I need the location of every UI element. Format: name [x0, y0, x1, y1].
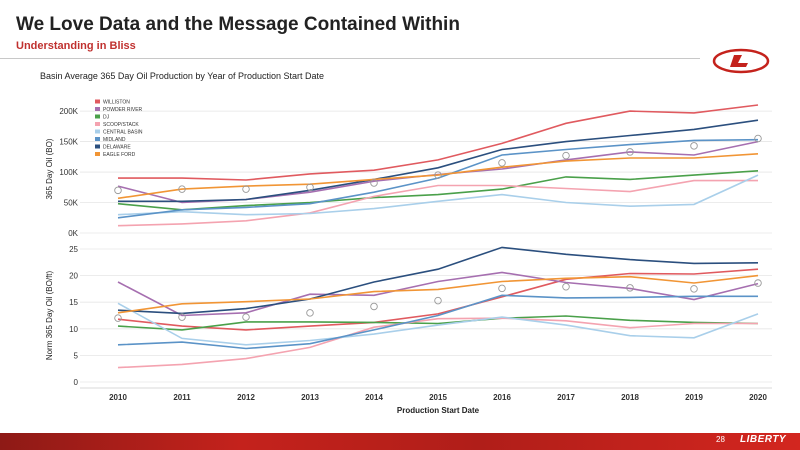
series-line-powder-river	[117, 271, 759, 317]
x-tick-label: 2016	[493, 393, 511, 402]
legend-swatch	[95, 144, 100, 149]
header-divider	[0, 58, 700, 59]
series-line-scoop-stack	[117, 317, 758, 369]
series-line-williston	[118, 104, 759, 181]
legend-swatch	[95, 99, 100, 104]
average-marker	[306, 309, 314, 317]
legend-swatch	[95, 107, 100, 111]
average-marker	[754, 134, 762, 143]
legend-entry: SCOOP/STACK	[103, 122, 139, 128]
x-tick-label: 2019	[685, 393, 703, 402]
y-tick-label: 25	[69, 245, 78, 254]
y-axis-label: Norm 365 Day Oil (BO/ft)	[45, 270, 54, 360]
series-line-eagle-ford	[117, 153, 759, 200]
series-line-midland	[117, 294, 758, 350]
series-line-dj	[117, 315, 759, 331]
average-marker	[690, 285, 698, 293]
slide-subtitle: Understanding in Bliss	[16, 40, 136, 52]
legend-swatch	[95, 129, 100, 134]
average-marker	[562, 283, 570, 291]
legend-swatch	[95, 114, 100, 119]
series-line-eagle-ford	[117, 274, 759, 314]
average-marker	[498, 284, 506, 293]
legend-swatch	[95, 137, 100, 141]
y-tick-label: 100K	[59, 168, 78, 177]
legend-swatch	[95, 122, 100, 126]
page-number: 28	[716, 435, 725, 444]
y-tick-label: 50K	[64, 199, 79, 208]
x-tick-label: 2018	[621, 393, 639, 402]
footer-brand: LIBERTY	[740, 434, 787, 445]
y-tick-label: 0K	[68, 229, 78, 238]
x-tick-label: 2012	[237, 393, 255, 402]
series-line-scoop-stack	[117, 179, 758, 227]
chart-title: Basin Average 365 Day Oil Production by …	[40, 71, 324, 81]
average-marker	[242, 185, 250, 193]
x-axis-label: Production Start Date	[397, 406, 480, 415]
average-marker	[114, 186, 122, 195]
legend-swatch	[95, 152, 100, 156]
legend-entry: MIDLAND	[103, 137, 126, 143]
average-marker	[178, 313, 186, 321]
average-marker	[562, 151, 570, 160]
footer-bar: 28 LIBERTY	[0, 433, 800, 450]
average-marker	[690, 142, 698, 150]
legend-entry: CENTRAL BASIN	[103, 130, 143, 136]
y-tick-label: 20	[69, 272, 78, 281]
average-marker	[434, 171, 442, 179]
series-line-delaware	[117, 246, 759, 315]
y-tick-label: 10	[69, 325, 78, 334]
liberty-logo-icon	[712, 48, 770, 74]
y-axis-label: 365 Day Oil (BO)	[45, 138, 54, 199]
average-marker	[434, 296, 442, 305]
y-tick-label: 150K	[59, 138, 78, 147]
series-line-central-basin	[117, 174, 759, 216]
average-marker	[306, 183, 314, 192]
average-marker	[370, 302, 378, 311]
average-marker	[626, 148, 634, 156]
average-marker	[178, 185, 186, 193]
y-tick-label: 200K	[59, 107, 78, 116]
legend-entry: EAGLE FORD	[103, 152, 136, 158]
legend-entry: DJ	[103, 115, 110, 121]
series-line-delaware	[118, 119, 759, 203]
average-marker	[114, 314, 122, 322]
x-tick-label: 2011	[173, 393, 191, 402]
y-tick-label: 0	[74, 378, 79, 387]
average-marker	[242, 313, 250, 321]
x-tick-label: 2014	[365, 393, 383, 402]
x-tick-label: 2017	[557, 393, 575, 402]
y-tick-label: 15	[69, 298, 78, 307]
slide-title: We Love Data and the Message Contained W…	[16, 14, 460, 35]
x-tick-label: 2015	[429, 393, 447, 402]
x-tick-label: 2020	[749, 393, 767, 402]
y-tick-label: 5	[74, 351, 79, 360]
chart-area: Basin Average 365 Day Oil Production by …	[40, 71, 772, 415]
legend-entry: DELAWARE	[103, 145, 131, 151]
series-line-dj	[117, 170, 759, 211]
x-tick-label: 2010	[109, 393, 127, 402]
average-marker	[370, 179, 378, 187]
average-marker	[498, 159, 506, 167]
average-marker	[626, 284, 634, 292]
legend-entry: WILLISTON	[103, 100, 130, 106]
series-line-central-basin	[117, 302, 759, 346]
x-tick-label: 2013	[301, 393, 319, 402]
series-line-williston	[117, 268, 759, 331]
legend-entry: POWDER RIVER	[103, 107, 143, 113]
average-marker	[754, 279, 762, 287]
